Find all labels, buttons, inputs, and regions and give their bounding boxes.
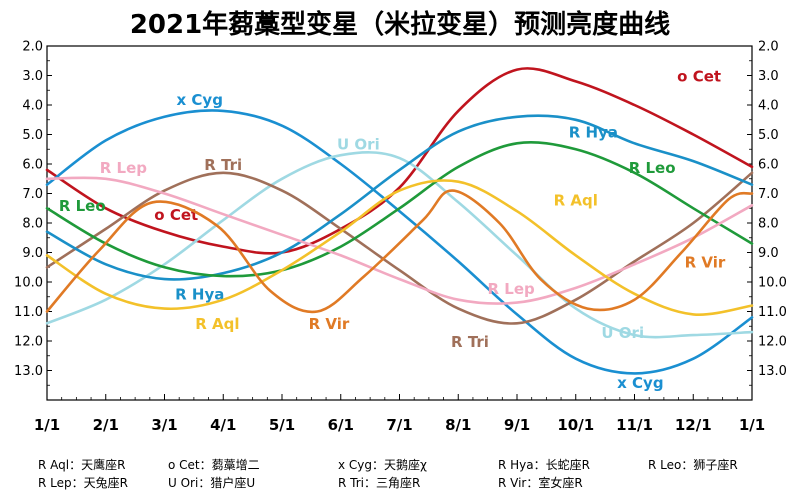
series-label-r-vir: R Vir [309,315,350,333]
y-tick-label-right: 9.0 [758,246,779,261]
y-tick-label-left: 4.0 [22,99,43,114]
series-label-o-cet: o Cet [677,67,721,85]
y-tick-label-left: 8.0 [22,217,43,232]
legend-item-r-hya: R Hya：长蛇座R [498,458,590,472]
series-line-x-cyg [45,109,754,375]
y-tick-label-left: 2.0 [22,40,43,55]
y-tick-label-left: 5.0 [22,128,43,143]
x-tick-label: 12/1 [675,416,712,434]
chart-plot-area: o Cet o Cet x Cyg x Cyg U Ori U Ori R Tri R Tri… [45,67,754,392]
legend-item-o-cet: o Cet：蒭藁增二 [168,458,260,472]
series-line-r-lep [45,176,754,305]
y-tick-label-right: 5.0 [758,128,779,143]
y-tick-label-right: 7.0 [758,187,779,202]
y-tick-label-right: 2.0 [758,40,779,55]
y-tick-label-left: 3.0 [22,69,43,84]
legend-item-r-tri: R Tri：三角座R [338,476,421,490]
series-line-r-leo [45,141,754,278]
y-tick-label-left: 12.0 [14,335,43,350]
brightness-chart: 2021年蒭藁型变星（米拉变星）预测亮度曲线 2.0 2.0 3.0 3.0 4.0 4.… [14,9,787,435]
x-tick-label: 1/1 [34,416,60,434]
series-label-x-cyg: x Cyg [617,374,663,392]
y-tick-label-right: 13.0 [758,364,787,379]
x-tick-label: 9/1 [504,416,530,434]
legend-item-r-lep: R Lep：天兔座R [38,476,128,490]
series-label-u-ori: U Ori [601,324,644,342]
legend-item-r-aql: R Aql：天鹰座R [38,458,126,472]
legend-item-r-leo: R Leo：狮子座R [648,458,738,472]
x-tick-label: 1/1 [739,416,765,434]
y-tick-label-right: 12.0 [758,335,787,350]
chart-axes: 2.0 2.0 3.0 3.0 4.0 4.0 5.0 5.0 6.0 6.0 7.0 7.0 8.0 8… [14,40,787,435]
y-tick-label-left: 11.0 [14,305,43,320]
y-tick-label-left: 6.0 [22,158,43,173]
x-tick-label: 8/1 [445,416,471,434]
series-label-r-leo: R Leo [59,197,106,215]
y-tick-label-left: 10.0 [14,276,43,291]
series-label-r-hya: R Hya [175,286,224,304]
series-label-r-hya: R Hya [569,123,618,141]
series-label-r-tri: R Tri [451,333,489,351]
y-tick-label-right: 3.0 [758,69,779,84]
y-tick-label-right: 6.0 [758,158,779,173]
y-tick-label-right: 4.0 [758,99,779,114]
series-line-r-vir [45,189,754,314]
x-tick-label: 6/1 [328,416,354,434]
x-tick-label: 5/1 [269,416,295,434]
y-tick-label-right: 11.0 [758,305,787,320]
chart-title: 2021年蒭藁型变星（米拉变星）预测亮度曲线 [130,9,670,40]
legend-item-x-cyg: x Cyg：天鹅座χ [338,458,427,472]
series-label-r-aql: R Aql [554,191,598,209]
x-tick-label: 7/1 [386,416,412,434]
legend-item-u-ori: U Ori：猎户座U [168,476,256,490]
y-tick-label-left: 7.0 [22,187,43,202]
series-label-u-ori: U Ori [337,135,380,153]
series-line-r-hya [45,114,754,281]
series-label-x-cyg: x Cyg [177,91,223,109]
series-label-r-lep: R Lep [488,280,536,298]
y-tick-label-left: 9.0 [22,246,43,261]
x-tick-label: 3/1 [151,416,177,434]
series-label-r-vir: R Vir [685,253,726,271]
series-label-r-tri: R Tri [204,156,242,174]
series-line-o-cet [45,67,754,255]
y-tick-label-right: 8.0 [758,217,779,232]
series-label-r-aql: R Aql [195,315,239,333]
series-line-r-tri [45,171,754,325]
y-tick-label-left: 13.0 [14,364,43,379]
series-label-r-lep: R Lep [100,159,148,177]
legend-item-r-vir: R Vir：室女座R [498,476,583,490]
x-tick-label: 10/1 [557,416,594,434]
series-label-r-leo: R Leo [629,159,676,177]
series-label-o-cet: o Cet [154,206,198,224]
y-tick-label-right: 10.0 [758,276,787,291]
series-line-u-ori [45,151,754,339]
x-tick-label: 4/1 [210,416,236,434]
x-tick-label: 11/1 [616,416,653,434]
series-line-r-aql [45,179,754,316]
plot-frame [46,45,753,401]
x-tick-label: 2/1 [93,416,119,434]
